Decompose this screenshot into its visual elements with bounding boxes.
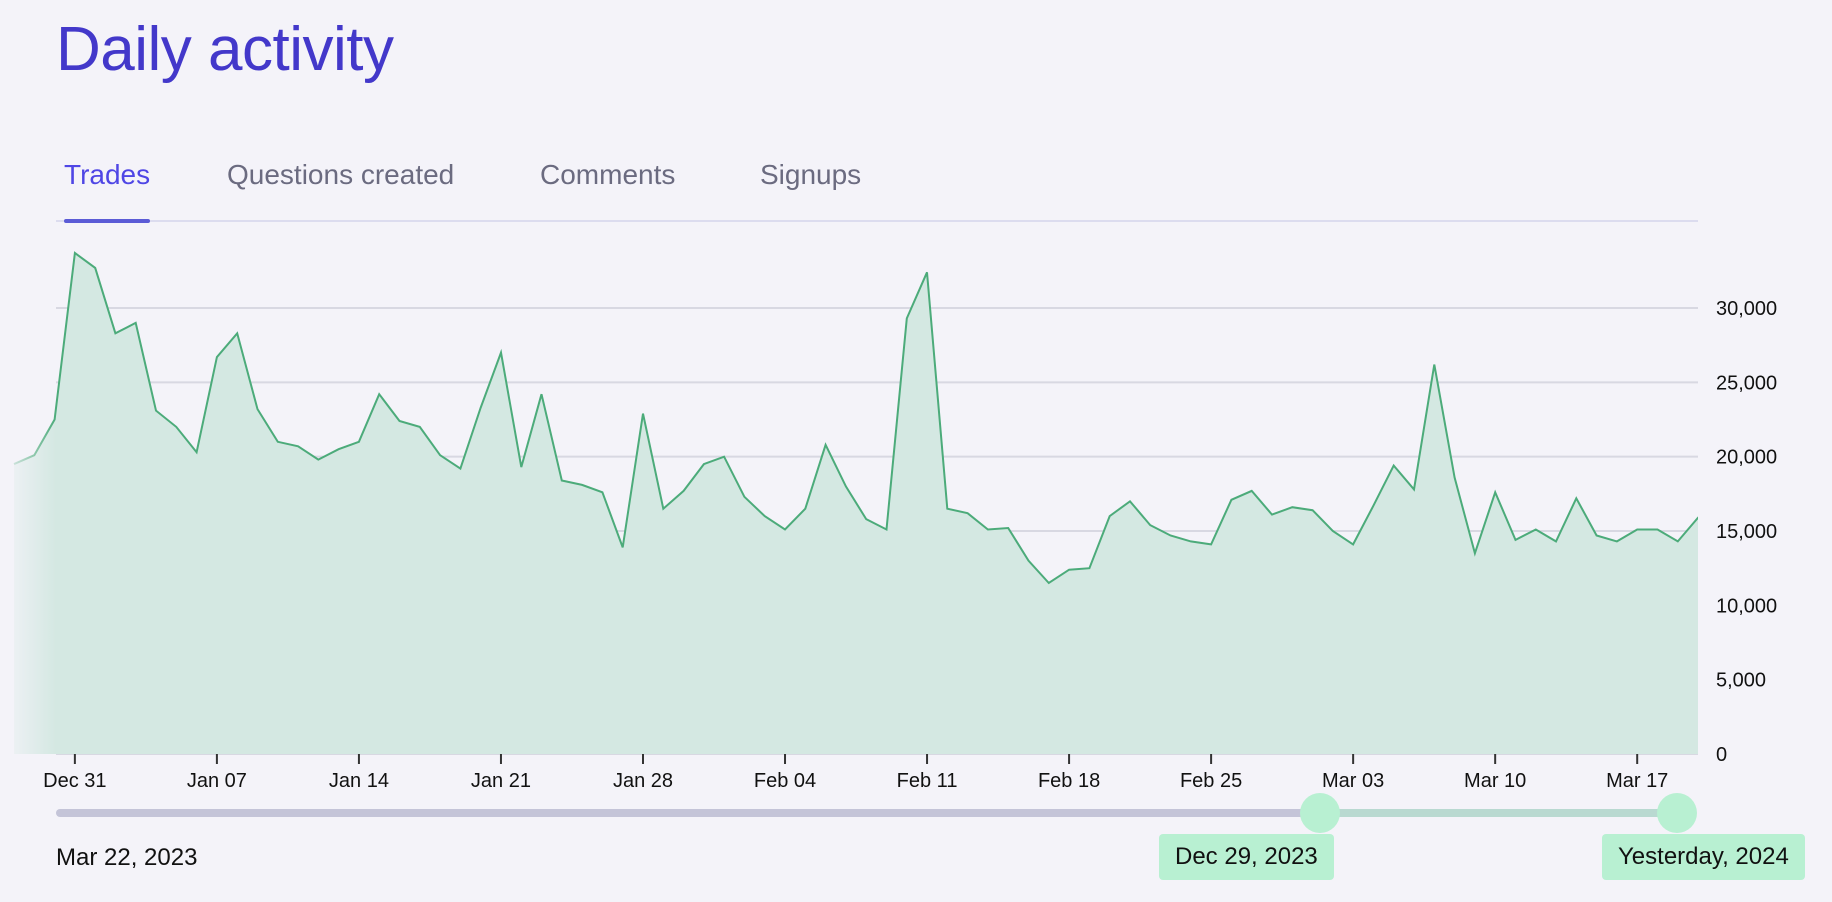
- y-tick-label: 25,000: [1716, 372, 1777, 394]
- x-tick-label: Jan 07: [187, 770, 247, 792]
- x-tick-label: Mar 10: [1464, 770, 1526, 792]
- left-fade: [0, 220, 56, 754]
- range-start-handle[interactable]: [1300, 793, 1340, 833]
- range-slider-selection[interactable]: [1320, 809, 1677, 817]
- x-tick-label: Feb 11: [897, 770, 958, 792]
- y-axis: 0 5,000 10,000 15,000 20,000 25,000 30,000: [1716, 298, 1777, 766]
- range-end-badge: Yesterday, 2024: [1602, 834, 1805, 880]
- range-end-handle[interactable]: [1657, 793, 1697, 833]
- trades-area: [14, 253, 1698, 754]
- range-min-label: Mar 22, 2023: [56, 844, 198, 871]
- x-tick-label: Feb 04: [754, 770, 816, 792]
- x-tick-label: Dec 31: [43, 770, 106, 792]
- trades-line: [13, 251, 1698, 585]
- x-axis: Dec 31 Jan 07 Jan 14 Jan 21 Jan 28 Feb 04 Feb …: [43, 754, 1668, 792]
- tab-trades[interactable]: Trades: [64, 150, 151, 223]
- x-tick-label: Feb 25: [1180, 770, 1242, 792]
- x-tick-label: Feb 18: [1038, 770, 1100, 792]
- x-tick-label: Jan 14: [329, 770, 389, 792]
- tab-signups[interactable]: Signups: [760, 159, 862, 190]
- y-tick-label: 30,000: [1716, 298, 1777, 320]
- x-tick-label: Mar 03: [1322, 770, 1384, 792]
- tab-questions-created[interactable]: Questions created: [227, 159, 455, 190]
- tab-comments[interactable]: Comments: [540, 159, 676, 190]
- x-tick-label: Mar 17: [1606, 770, 1668, 792]
- y-tick-label: 0: [1716, 744, 1727, 766]
- range-start-badge: Dec 29, 2023: [1159, 834, 1334, 880]
- y-tick-label: 15,000: [1716, 521, 1777, 543]
- range-slider-track[interactable]: [56, 809, 1678, 817]
- page-title: Daily activity: [56, 15, 394, 84]
- x-tick-label: Jan 21: [471, 770, 531, 792]
- y-tick-label: 10,000: [1716, 595, 1777, 617]
- y-tick-label: 20,000: [1716, 447, 1777, 469]
- x-tick-label: Jan 28: [613, 770, 673, 792]
- metric-tabs: Trades Questions created Comments Signup…: [56, 150, 1698, 223]
- y-tick-label: 5,000: [1716, 670, 1766, 692]
